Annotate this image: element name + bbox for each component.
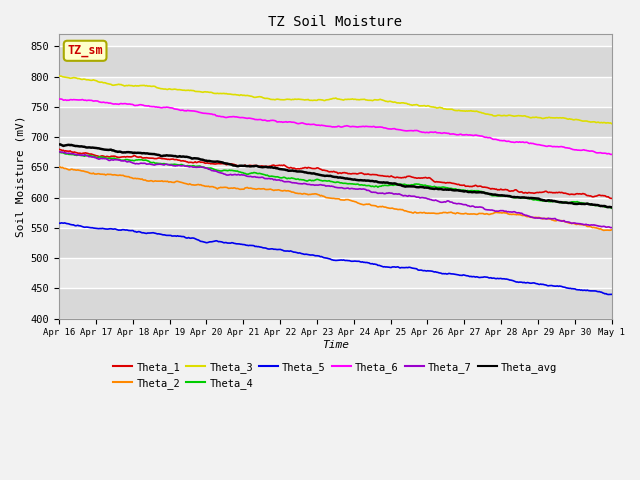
Theta_2 [321,194,328,200]
Theta_6 [608,152,616,157]
Theta_5 [319,254,326,260]
Theta_1 [595,192,602,198]
Theta_2 [384,205,392,211]
Theta_7 [354,186,362,192]
Text: TZ_sm: TZ_sm [67,44,103,57]
Theta_6 [56,96,64,102]
Theta_6 [55,96,63,102]
Theta_3 [355,97,363,103]
Theta_avg [56,142,64,147]
Theta_avg [385,180,393,186]
Bar [59,288,612,319]
Bar [59,258,612,288]
Theta_6 [385,126,393,132]
Theta_5 [596,289,604,295]
Title: TZ Soil Moisture: TZ Soil Moisture [268,15,403,29]
Bar [59,77,612,107]
Line: Theta_1: Theta_1 [59,149,612,198]
Theta_1 [354,171,362,177]
Theta_4 [608,205,616,211]
Theta_6 [509,139,517,145]
Theta_7 [321,182,328,188]
Theta_avg [608,204,616,210]
Theta_1 [384,173,392,179]
Theta_5 [55,220,63,226]
Theta_6 [355,124,363,130]
Y-axis label: Soil Moisture (mV): Soil Moisture (mV) [15,116,25,237]
Bar [59,228,612,258]
Theta_avg [509,194,517,200]
Theta_avg [596,203,604,209]
Theta_3 [319,97,326,103]
Theta_5 [58,220,65,226]
Theta_2 [600,228,607,233]
Theta_5 [322,255,330,261]
Line: Theta_3: Theta_3 [59,76,612,123]
Theta_1 [508,188,516,194]
Theta_5 [604,292,612,298]
Theta_3 [509,113,517,119]
Theta_4 [355,182,363,188]
Theta_7 [317,182,325,188]
Theta_1 [608,195,616,201]
Theta_4 [56,149,64,155]
Theta_3 [385,98,393,104]
Theta_5 [608,291,616,297]
Theta_3 [56,73,64,79]
Line: Theta_2: Theta_2 [59,167,612,230]
Bar [59,47,612,77]
Theta_1 [317,167,325,172]
Theta_7 [55,149,63,155]
Theta_3 [322,97,330,103]
Theta_6 [596,150,604,156]
Theta_5 [509,278,517,284]
Bar [59,107,612,137]
Line: Theta_7: Theta_7 [59,152,612,228]
Theta_7 [508,209,516,215]
Theta_2 [317,192,325,198]
Line: Theta_6: Theta_6 [59,99,612,155]
Theta_7 [608,225,616,230]
Theta_2 [55,164,63,170]
Theta_2 [354,200,362,206]
Theta_avg [322,173,330,179]
Theta_4 [596,203,604,209]
Theta_5 [355,258,363,264]
Theta_avg [355,178,363,183]
Theta_4 [319,178,326,184]
Theta_avg [55,142,63,147]
Bar [59,168,612,198]
Theta_4 [322,178,330,184]
Theta_7 [384,190,392,196]
Line: Theta_avg: Theta_avg [59,144,612,207]
X-axis label: Time: Time [322,340,349,350]
Theta_1 [55,146,63,152]
Bar [59,137,612,168]
Theta_7 [595,223,602,229]
Line: Theta_5: Theta_5 [59,223,612,295]
Theta_avg [319,173,326,179]
Theta_3 [55,73,63,79]
Theta_6 [319,122,326,128]
Theta_6 [322,123,330,129]
Theta_2 [608,227,616,233]
Theta_4 [55,149,63,155]
Theta_4 [509,194,517,200]
Legend: Theta_1, Theta_2, Theta_3, Theta_4, Theta_5, Theta_6, Theta_7, Theta_avg: Theta_1, Theta_2, Theta_3, Theta_4, Thet… [109,358,561,393]
Theta_3 [608,120,616,126]
Theta_2 [595,226,602,231]
Line: Theta_4: Theta_4 [59,152,612,208]
Bar [59,198,612,228]
Theta_1 [321,168,328,173]
Theta_4 [385,182,393,188]
Theta_3 [596,120,604,126]
Theta_2 [508,212,516,217]
Theta_5 [385,264,393,270]
